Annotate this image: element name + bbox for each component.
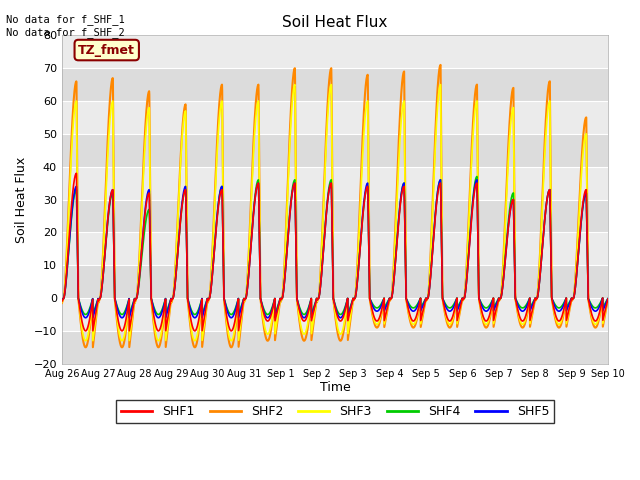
SHF3 bbox=[82, 338, 90, 344]
SHF5 bbox=[594, 307, 602, 312]
SHF5 bbox=[120, 312, 128, 318]
SHF1 bbox=[58, 299, 66, 304]
Bar bbox=[62, 167, 608, 200]
Bar bbox=[62, 134, 608, 167]
SHF2 bbox=[268, 324, 275, 329]
SHF1 bbox=[268, 310, 276, 315]
Bar bbox=[62, 265, 608, 298]
SHF4 bbox=[291, 194, 299, 200]
SHF5 bbox=[268, 308, 275, 314]
SHF4 bbox=[594, 304, 602, 310]
Line: SHF2: SHF2 bbox=[62, 65, 608, 348]
Bar bbox=[62, 298, 608, 331]
Line: SHF4: SHF4 bbox=[62, 177, 608, 314]
SHF5 bbox=[604, 297, 612, 302]
SHF2 bbox=[153, 341, 161, 347]
SHF2 bbox=[604, 298, 612, 304]
Line: SHF3: SHF3 bbox=[62, 84, 608, 341]
Y-axis label: Soil Heat Flux: Soil Heat Flux bbox=[15, 156, 28, 243]
X-axis label: Time: Time bbox=[319, 382, 350, 395]
SHF5 bbox=[473, 177, 481, 183]
Bar bbox=[62, 331, 608, 364]
SHF5 bbox=[535, 284, 543, 290]
SHF2 bbox=[436, 62, 444, 68]
Line: SHF5: SHF5 bbox=[62, 180, 608, 318]
SHF5 bbox=[291, 197, 299, 203]
SHF3 bbox=[436, 82, 444, 87]
Text: No data for f_SHF_1
No data for f_SHF_2: No data for f_SHF_1 No data for f_SHF_2 bbox=[6, 14, 125, 38]
Bar bbox=[62, 232, 608, 265]
SHF2 bbox=[594, 321, 602, 327]
SHF3 bbox=[594, 318, 602, 324]
SHF2 bbox=[82, 345, 90, 350]
SHF2 bbox=[291, 98, 299, 104]
SHF1 bbox=[604, 298, 612, 303]
SHF4 bbox=[604, 296, 612, 302]
SHF5 bbox=[153, 314, 161, 320]
SHF1 bbox=[72, 170, 80, 176]
SHF3 bbox=[268, 319, 275, 325]
Text: TZ_fmet: TZ_fmet bbox=[78, 44, 135, 57]
SHF1 bbox=[594, 315, 602, 321]
SHF4 bbox=[153, 311, 161, 316]
SHF4 bbox=[535, 284, 543, 290]
SHF4 bbox=[120, 310, 128, 315]
SHF3 bbox=[58, 300, 66, 305]
SHF5 bbox=[82, 315, 90, 321]
SHF3 bbox=[291, 112, 299, 118]
SHF1 bbox=[535, 284, 543, 290]
Bar bbox=[62, 68, 608, 101]
SHF2 bbox=[120, 338, 128, 344]
SHF4 bbox=[82, 312, 90, 317]
Line: SHF1: SHF1 bbox=[62, 173, 608, 331]
Bar bbox=[62, 101, 608, 134]
SHF4 bbox=[473, 174, 481, 180]
Title: Soil Heat Flux: Soil Heat Flux bbox=[282, 15, 388, 30]
SHF3 bbox=[120, 332, 128, 338]
SHF3 bbox=[153, 336, 161, 341]
SHF1 bbox=[292, 208, 300, 214]
SHF1 bbox=[153, 326, 161, 332]
Legend: SHF1, SHF2, SHF3, SHF4, SHF5: SHF1, SHF2, SHF3, SHF4, SHF5 bbox=[116, 400, 554, 423]
SHF3 bbox=[535, 275, 543, 281]
SHF4 bbox=[58, 297, 66, 302]
SHF4 bbox=[268, 306, 275, 312]
Bar bbox=[62, 36, 608, 68]
SHF1 bbox=[82, 328, 90, 334]
SHF2 bbox=[58, 300, 66, 306]
SHF5 bbox=[58, 297, 66, 303]
SHF2 bbox=[535, 273, 543, 278]
Bar bbox=[62, 200, 608, 232]
SHF3 bbox=[604, 298, 612, 303]
SHF1 bbox=[121, 323, 129, 329]
